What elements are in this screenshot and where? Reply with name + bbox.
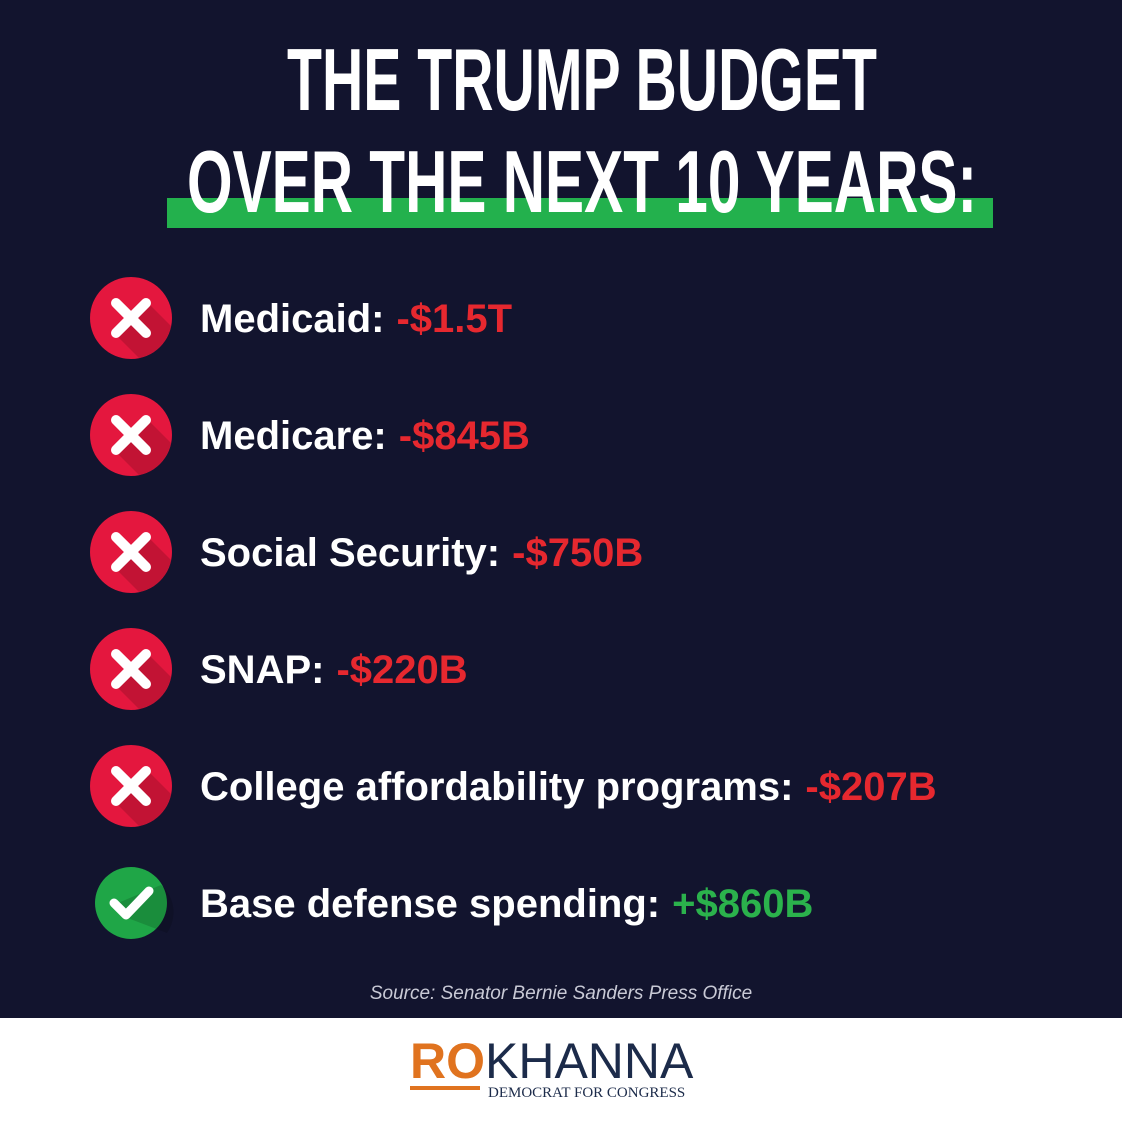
title-underline [167,198,993,228]
source: Source: Senator Bernie Sanders Press Off… [370,983,752,1004]
logo-tagline: DEMOCRAT FOR CONGRESS [488,1085,685,1101]
item-label: SNAP: [200,648,324,692]
item-amount: -$750B [512,531,643,575]
background [0,0,1122,1018]
item-label: Medicaid: [200,297,384,341]
item-text: Medicare: -$845B [200,414,530,458]
item-text: Social Security: -$750B [200,531,643,575]
item-amount: -$207B [805,765,936,809]
item-amount: -$220B [336,648,467,692]
icon-mark [111,766,151,806]
item-label: College affordability programs: [200,765,793,809]
item-amount: -$845B [399,414,530,458]
icon-mark [111,415,151,455]
logo-last: KHANNA [485,1033,694,1089]
item-text: SNAP: -$220B [200,648,468,692]
item-label: Medicare: [200,414,387,458]
icon-mark [109,886,154,920]
icon-circle [95,867,167,939]
icon-mark [111,649,151,689]
icon-shadow [113,885,174,933]
cross-icon [90,277,172,359]
title-line-2: OVER THE NEXT 10 YEARS: [187,132,977,231]
logo-first: RO [410,1033,485,1089]
item-amount: +$860B [672,882,813,926]
icon-mark [111,298,151,338]
footer [0,1018,1122,1122]
item-list: Medicaid: -$1.5T Medicare: -$845B Social Sec… [90,277,937,939]
item-text: College affordability programs: -$207B [200,765,937,809]
logo-underline [410,1086,480,1090]
item-label: Social Security: [200,531,500,575]
item-text: Medicaid: -$1.5T [200,297,512,341]
item-label: Base defense spending: [200,882,660,926]
cross-icon [90,628,172,710]
item-amount: -$1.5T [396,297,512,341]
item-text: Base defense spending: +$860B [200,882,813,926]
check-icon [95,867,174,939]
logo: ROKHANNA [410,1033,694,1089]
cross-icon [90,394,172,476]
cross-icon [90,511,172,593]
cross-icon [90,745,172,827]
icon-mark [111,532,151,572]
title-line-1: THE TRUMP BUDGET [287,30,877,129]
